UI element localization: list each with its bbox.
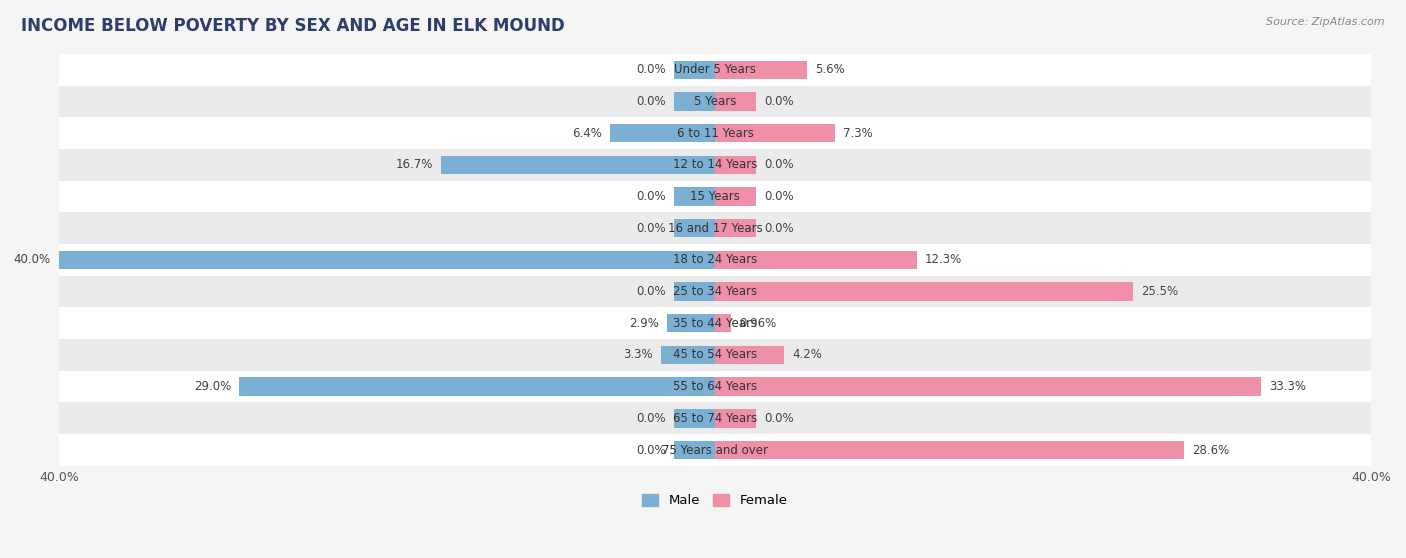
Text: 16 and 17 Years: 16 and 17 Years — [668, 222, 762, 235]
Text: 18 to 24 Years: 18 to 24 Years — [673, 253, 756, 267]
Bar — [716, 409, 756, 427]
Text: 0.0%: 0.0% — [636, 412, 666, 425]
Text: 5 Years: 5 Years — [693, 95, 737, 108]
Bar — [59, 86, 1371, 117]
Bar — [610, 124, 716, 142]
Bar — [716, 219, 756, 238]
Text: 15 Years: 15 Years — [690, 190, 740, 203]
Text: 16.7%: 16.7% — [395, 158, 433, 171]
Text: 0.0%: 0.0% — [636, 95, 666, 108]
Bar — [716, 346, 785, 364]
Bar — [716, 251, 917, 269]
Bar — [59, 339, 1371, 371]
Bar — [59, 251, 716, 269]
Bar — [59, 307, 1371, 339]
Bar — [716, 156, 756, 174]
Text: 28.6%: 28.6% — [1192, 444, 1229, 456]
Bar — [716, 377, 1261, 396]
Text: 0.0%: 0.0% — [636, 222, 666, 235]
Text: 5.6%: 5.6% — [815, 64, 845, 76]
Text: 2.9%: 2.9% — [630, 317, 659, 330]
Text: 6.4%: 6.4% — [572, 127, 602, 140]
Bar — [441, 156, 716, 174]
Bar — [59, 181, 1371, 213]
Text: 45 to 54 Years: 45 to 54 Years — [673, 349, 756, 362]
Bar — [668, 314, 716, 333]
Text: 75 Years and over: 75 Years and over — [662, 444, 768, 456]
Bar — [673, 441, 716, 459]
Text: INCOME BELOW POVERTY BY SEX AND AGE IN ELK MOUND: INCOME BELOW POVERTY BY SEX AND AGE IN E… — [21, 17, 565, 35]
Bar — [59, 402, 1371, 434]
Bar — [716, 93, 756, 110]
Bar — [59, 149, 1371, 181]
Bar — [673, 93, 716, 110]
Text: 25 to 34 Years: 25 to 34 Years — [673, 285, 756, 298]
Bar — [661, 346, 716, 364]
Bar — [716, 61, 807, 79]
Bar — [59, 434, 1371, 466]
Text: 6 to 11 Years: 6 to 11 Years — [676, 127, 754, 140]
Bar — [59, 117, 1371, 149]
Text: Source: ZipAtlas.com: Source: ZipAtlas.com — [1267, 17, 1385, 27]
Bar — [673, 187, 716, 206]
Bar — [716, 441, 1184, 459]
Bar — [716, 314, 731, 333]
Text: 40.0%: 40.0% — [14, 253, 51, 267]
Text: Under 5 Years: Under 5 Years — [673, 64, 756, 76]
Bar — [716, 124, 835, 142]
Text: 0.0%: 0.0% — [765, 222, 794, 235]
Text: 35 to 44 Years: 35 to 44 Years — [673, 317, 756, 330]
Text: 29.0%: 29.0% — [194, 380, 231, 393]
Bar — [673, 219, 716, 238]
Text: 33.3%: 33.3% — [1270, 380, 1306, 393]
Text: 4.2%: 4.2% — [792, 349, 823, 362]
Text: 65 to 74 Years: 65 to 74 Years — [673, 412, 756, 425]
Text: 55 to 64 Years: 55 to 64 Years — [673, 380, 756, 393]
Bar — [59, 213, 1371, 244]
Bar — [673, 282, 716, 301]
Bar — [716, 282, 1133, 301]
Bar — [59, 244, 1371, 276]
Text: 0.0%: 0.0% — [765, 95, 794, 108]
Text: 0.0%: 0.0% — [765, 412, 794, 425]
Bar — [716, 187, 756, 206]
Bar — [673, 409, 716, 427]
Text: 12 to 14 Years: 12 to 14 Years — [673, 158, 758, 171]
Text: 0.0%: 0.0% — [765, 190, 794, 203]
Bar — [59, 54, 1371, 86]
Text: 0.0%: 0.0% — [765, 158, 794, 171]
Text: 0.0%: 0.0% — [636, 444, 666, 456]
Text: 0.0%: 0.0% — [636, 190, 666, 203]
Text: 3.3%: 3.3% — [623, 349, 652, 362]
Bar — [59, 371, 1371, 402]
Text: 0.0%: 0.0% — [636, 64, 666, 76]
Text: 25.5%: 25.5% — [1142, 285, 1178, 298]
Text: 0.96%: 0.96% — [740, 317, 776, 330]
Text: 7.3%: 7.3% — [844, 127, 873, 140]
Text: 0.0%: 0.0% — [636, 285, 666, 298]
Bar — [59, 276, 1371, 307]
Bar — [673, 61, 716, 79]
Text: 12.3%: 12.3% — [925, 253, 962, 267]
Bar — [239, 377, 716, 396]
Legend: Male, Female: Male, Female — [637, 489, 793, 513]
